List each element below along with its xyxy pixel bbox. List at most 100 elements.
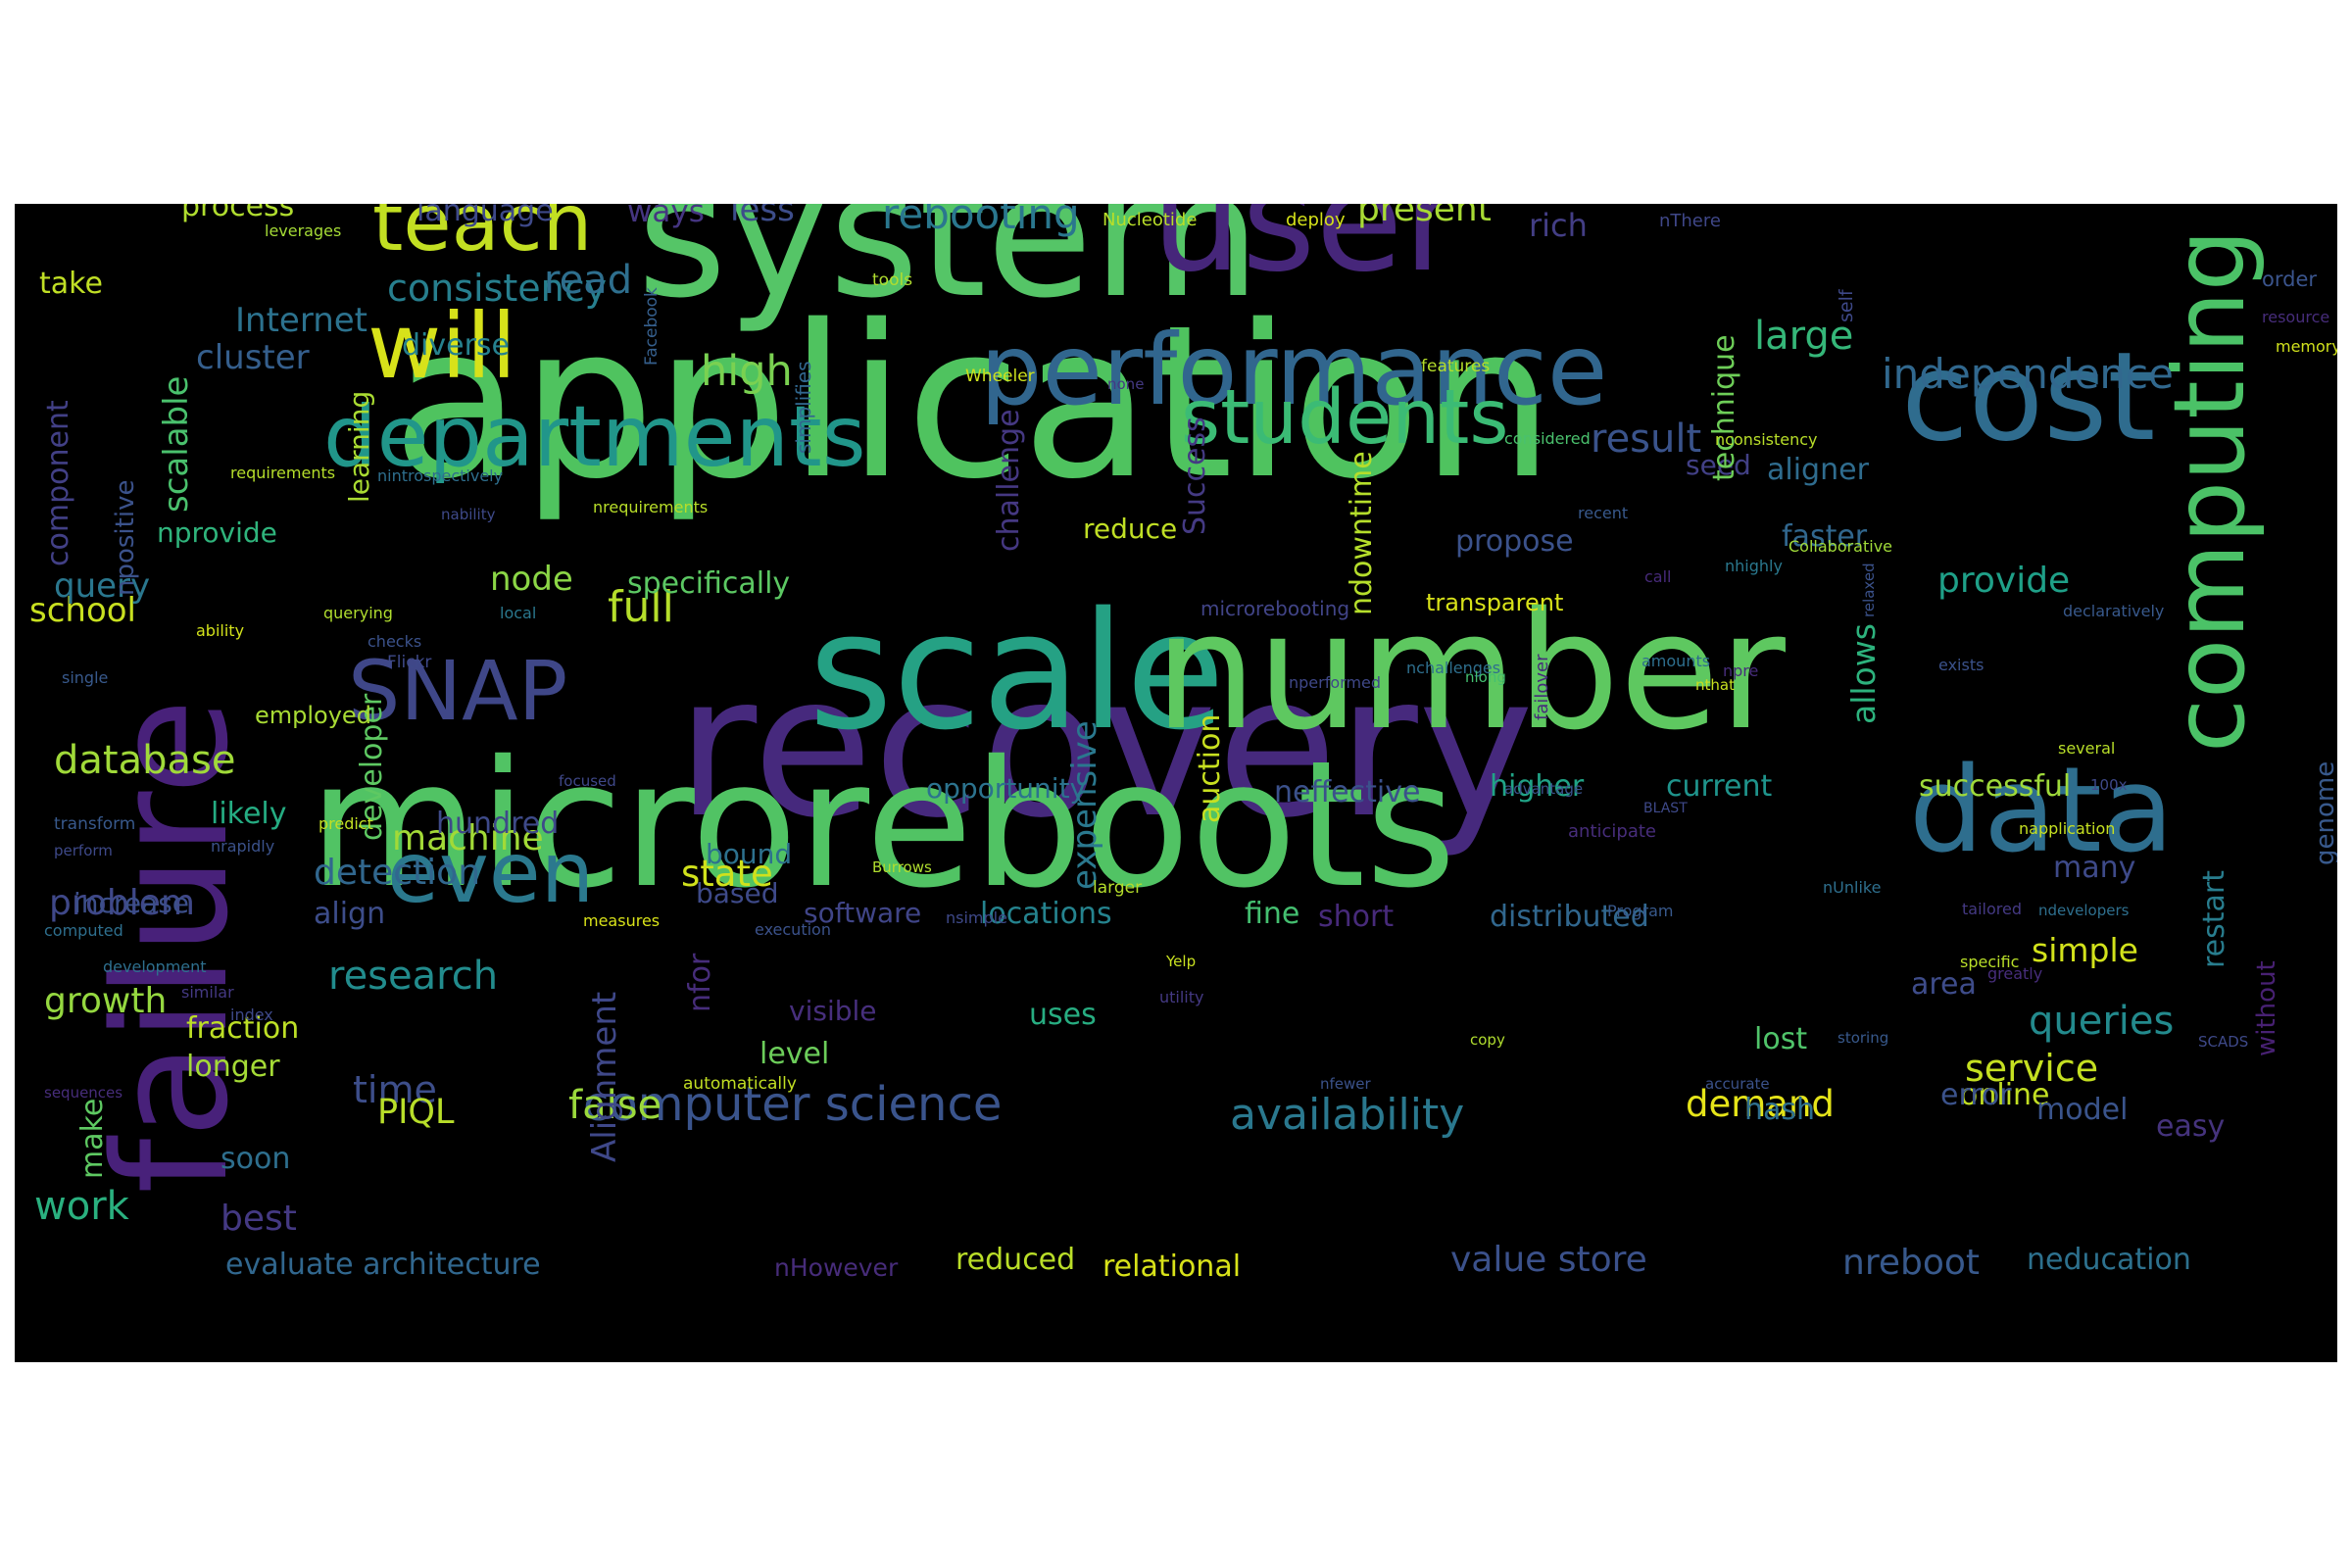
word-nprovide: nprovide [157,516,277,549]
word-specific: specific [1960,953,2020,971]
word-local: local [500,604,537,622]
word-wheeler: Wheeler [965,367,1035,386]
word-flickr: Flickr [387,653,432,672]
word-problem: problem [49,883,195,923]
word-cluster: cluster [196,338,310,377]
word-restart: restart [2197,869,2231,968]
word-departments: departments [323,388,866,486]
word-exists: exists [1938,656,1984,674]
word-recent: recent [1578,504,1629,522]
word-rebooting: rebooting [882,204,1080,238]
word-nunlike: nUnlike [1823,878,1882,897]
word-collaborative: Collaborative [1788,537,1893,556]
word-queries: queries [2029,999,2175,1044]
word-online: online [1960,1078,2050,1112]
word-provide: provide [1937,561,2071,601]
word-100x: 100x [2090,776,2128,794]
word-time: time [353,1068,437,1111]
word-successful: successful [1919,769,2072,804]
word-longer: longer [186,1050,280,1084]
word-soon: soon [220,1142,291,1176]
word-microrebooting: microrebooting [1200,597,1350,620]
word-state: state [681,853,773,895]
word-reduced: reduced [956,1243,1076,1277]
word-ndowntime: ndowntime [1345,451,1379,615]
word-school: school [29,591,137,630]
word-storing: storing [1838,1029,1889,1047]
word-many: many [2053,851,2136,885]
word-without: without [2252,960,2281,1056]
word-fraction: fraction [186,1011,300,1046]
word-cost: cost [1901,326,2156,468]
word-amounts: amounts [1642,652,1711,670]
word-detection: detection [314,853,481,893]
word-ndevelopers: ndevelopers [2038,902,2130,919]
word-considered: considered [1504,429,1591,448]
word-number: number [1154,577,1786,765]
word-measures: measures [583,911,661,930]
word-genome: genome [2311,760,2337,865]
word-expensive: expensive [1065,720,1104,890]
word-relaxed: relaxed [1860,563,1878,617]
word-service: service [1965,1047,2099,1090]
word-yelp: Yelp [1166,953,1197,970]
word-research: research [328,954,499,999]
word-order: order [2262,268,2317,291]
word-visible: visible [789,995,877,1027]
word-diverse: diverse [402,328,511,363]
word-nconsistency: nconsistency [1715,430,1818,449]
word-hash: hash [1744,1093,1816,1127]
word-make: make [75,1098,110,1179]
word-less: less [730,204,795,229]
word-snap: SNAP [348,643,568,739]
word-relational: relational [1102,1250,1242,1284]
word-software: software [804,897,922,929]
word-database: database [54,738,236,783]
word-utility: utility [1159,988,1204,1006]
word-take: take [39,267,103,301]
word-larger: larger [1093,878,1143,898]
word-level: level [760,1037,830,1071]
word-leverages: leverages [265,221,342,240]
word-none: none [1107,375,1145,393]
word-features: features [1421,357,1491,376]
word-blast: BLAST [1643,801,1688,816]
word-application: application [392,279,1554,525]
word-will: will [368,294,516,399]
word-nthat: nthat [1695,676,1735,694]
word-automatically: automatically [683,1074,797,1094]
word-fine: fine [1245,897,1300,931]
word-employed: employed [255,702,371,729]
word-easy: easy [2156,1109,2226,1144]
word-nability: nability [441,506,496,523]
word-uses: uses [1029,998,1097,1032]
word-nrapidly: nrapidly [211,837,275,856]
word-querying: querying [323,604,393,622]
word-faster: faster [1782,519,1868,554]
word-neducation: neducation [2027,1243,2191,1277]
word-copy: copy [1470,1031,1505,1049]
word-students: students [1181,374,1509,462]
word-learning: learning [343,390,375,503]
word-reduce: reduce [1083,513,1178,545]
word-component: component [41,400,75,566]
word-challenge: challenge [992,409,1026,552]
word-hundred: hundred [436,807,560,841]
word-higher: higher [1490,769,1585,804]
word-several: several [2058,739,2116,758]
word-bound: bound [706,838,793,870]
word-specifically: specifically [627,566,791,601]
word-checks: checks [368,632,422,651]
word-single: single [62,668,109,687]
word-aligner: aligner [1767,453,1869,487]
word-npre: npre [1723,662,1759,680]
word-perform: perform [54,842,113,859]
word-machine: machine [392,818,544,858]
word-current: current [1666,769,1773,804]
word-ways: ways [627,204,705,229]
word-allows: allows [1844,623,1883,724]
word-nintrospectively: nintrospectively [377,466,504,485]
word-seed: seed [1686,449,1751,481]
word-piql: PIQL [377,1093,455,1132]
word-nthere: nThere [1659,211,1721,231]
